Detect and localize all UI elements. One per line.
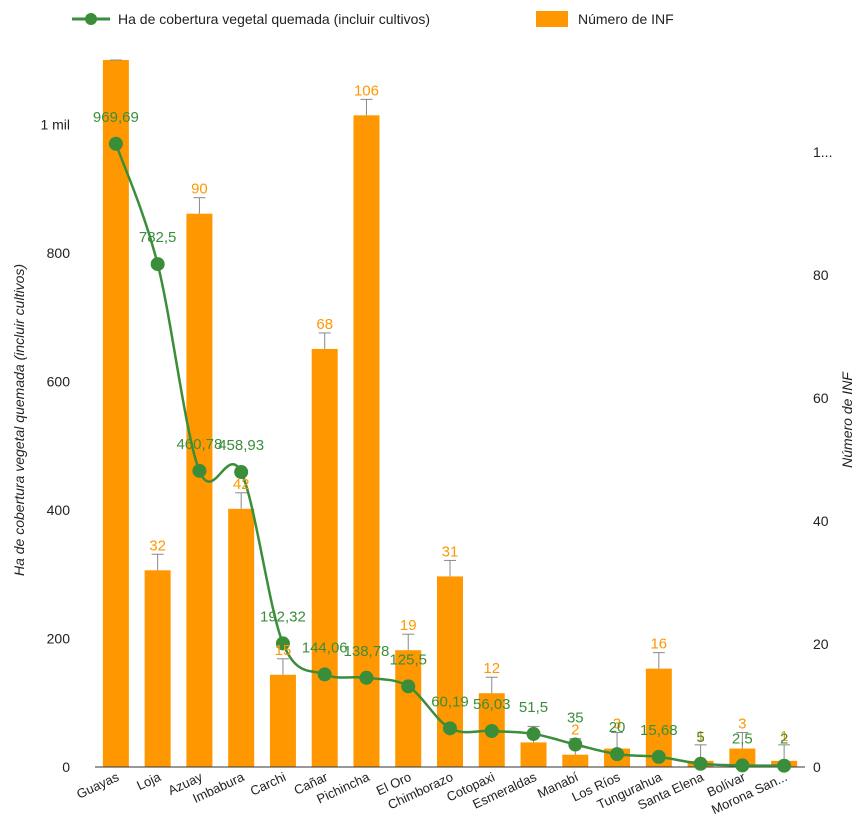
line-data-label: 51,5 <box>519 699 548 716</box>
right-tick-label: 40 <box>813 513 829 529</box>
line-data-label: 125,5 <box>389 651 427 668</box>
line-data-label: 2 <box>780 731 788 748</box>
line-data-label: 460,78 <box>176 436 222 453</box>
line-point <box>568 737 583 752</box>
bar-data-label: 4 <box>529 745 538 762</box>
line-point <box>610 747 625 762</box>
right-tick-label: 1... <box>813 144 832 160</box>
bar <box>520 742 547 767</box>
bar-data-label: 12 <box>483 660 500 677</box>
line-data-label: 138,78 <box>344 643 390 660</box>
bar <box>437 576 463 767</box>
line-point <box>651 749 666 764</box>
bar <box>102 60 129 767</box>
line-point <box>234 465 249 480</box>
left-tick-label: 1 mil <box>40 116 70 132</box>
legend-bar-label: Número de INF <box>578 11 674 27</box>
line-point <box>484 723 499 738</box>
bar <box>311 348 338 767</box>
bar-data-label: 31 <box>442 543 459 560</box>
line-point <box>359 670 374 685</box>
line-point <box>401 679 416 694</box>
line-point <box>526 726 541 741</box>
right-axis-title: Número de INF <box>839 371 855 468</box>
legend-line-marker <box>85 13 97 25</box>
bar <box>186 213 213 767</box>
line-data-label: 56,03 <box>473 696 511 713</box>
line-point <box>777 758 792 773</box>
bar <box>562 754 589 767</box>
bar-data-label: 1 <box>780 728 788 745</box>
left-tick-label: 0 <box>62 759 70 775</box>
line-data-label: 5 <box>696 729 704 746</box>
line-point <box>192 463 207 478</box>
bar-data-label: 90 <box>191 181 208 198</box>
bar-data-label: 16 <box>650 636 667 653</box>
bar-data-label: 42 <box>233 476 250 493</box>
left-tick-label: 800 <box>47 245 71 261</box>
bar-data-label: 3 <box>613 716 621 733</box>
line-data-label: 2,5 <box>732 730 753 747</box>
line-point <box>275 636 290 651</box>
line-data-label: 144,06 <box>302 639 348 656</box>
right-tick-label: 60 <box>813 390 829 406</box>
line-data-label: 20 <box>609 719 626 736</box>
bar-data-label: 19 <box>400 617 417 634</box>
line-point <box>735 758 750 773</box>
line-data-label: 192,32 <box>260 608 306 625</box>
legend-line-label: Ha de cobertura vegetal quemada (incluir… <box>118 11 430 27</box>
line-data-label: 969,69 <box>93 109 139 126</box>
left-tick-label: 200 <box>47 630 71 646</box>
bar-data-label: 15 <box>275 642 292 659</box>
bar-data-label: 106 <box>354 82 379 99</box>
line-point <box>150 257 165 272</box>
bar <box>228 508 255 767</box>
bar <box>353 115 380 767</box>
bar-data-label: 3 <box>738 716 746 733</box>
bar-series <box>102 60 798 767</box>
line-point <box>443 721 457 736</box>
line-series <box>108 136 792 773</box>
bar <box>395 650 422 767</box>
line-point <box>317 667 332 682</box>
category-label: Carchi <box>248 769 288 799</box>
line-point <box>693 756 708 771</box>
category-label: Loja <box>134 769 163 793</box>
bar <box>144 570 171 767</box>
bar <box>729 748 756 767</box>
line-point <box>108 136 123 151</box>
right-tick-label: 20 <box>813 636 829 652</box>
left-tick-label: 600 <box>47 373 71 389</box>
line-data-label: 15,68 <box>640 722 678 739</box>
legend-bar-swatch <box>536 11 568 27</box>
bar-data-label: 32 <box>149 537 166 554</box>
bar-data-label: 68 <box>316 316 333 333</box>
line-data-label: 60,19 <box>431 693 469 710</box>
right-axis-ticks: 0 20 40 60 80 1... <box>813 144 832 775</box>
right-tick-label: 0 <box>813 759 821 775</box>
line-data-label: 782,5 <box>139 229 177 246</box>
left-axis-title: Ha de cobertura vegetal quemada (incluir… <box>11 264 27 576</box>
right-tick-label: 80 <box>813 267 829 283</box>
category-label: Guayas <box>74 769 121 802</box>
legend: Ha de cobertura vegetal quemada (incluir… <box>72 11 674 27</box>
left-axis-ticks: 0 200 400 600 800 1 mil <box>40 116 70 775</box>
line-data-label: 35 <box>567 710 584 727</box>
line-data-label: 458,93 <box>218 437 264 454</box>
error-bars <box>109 59 791 761</box>
left-tick-label: 400 <box>47 502 71 518</box>
bar-data-label: 2 <box>571 722 579 739</box>
bar <box>269 674 296 767</box>
bar-data-label: 1 <box>696 728 704 745</box>
